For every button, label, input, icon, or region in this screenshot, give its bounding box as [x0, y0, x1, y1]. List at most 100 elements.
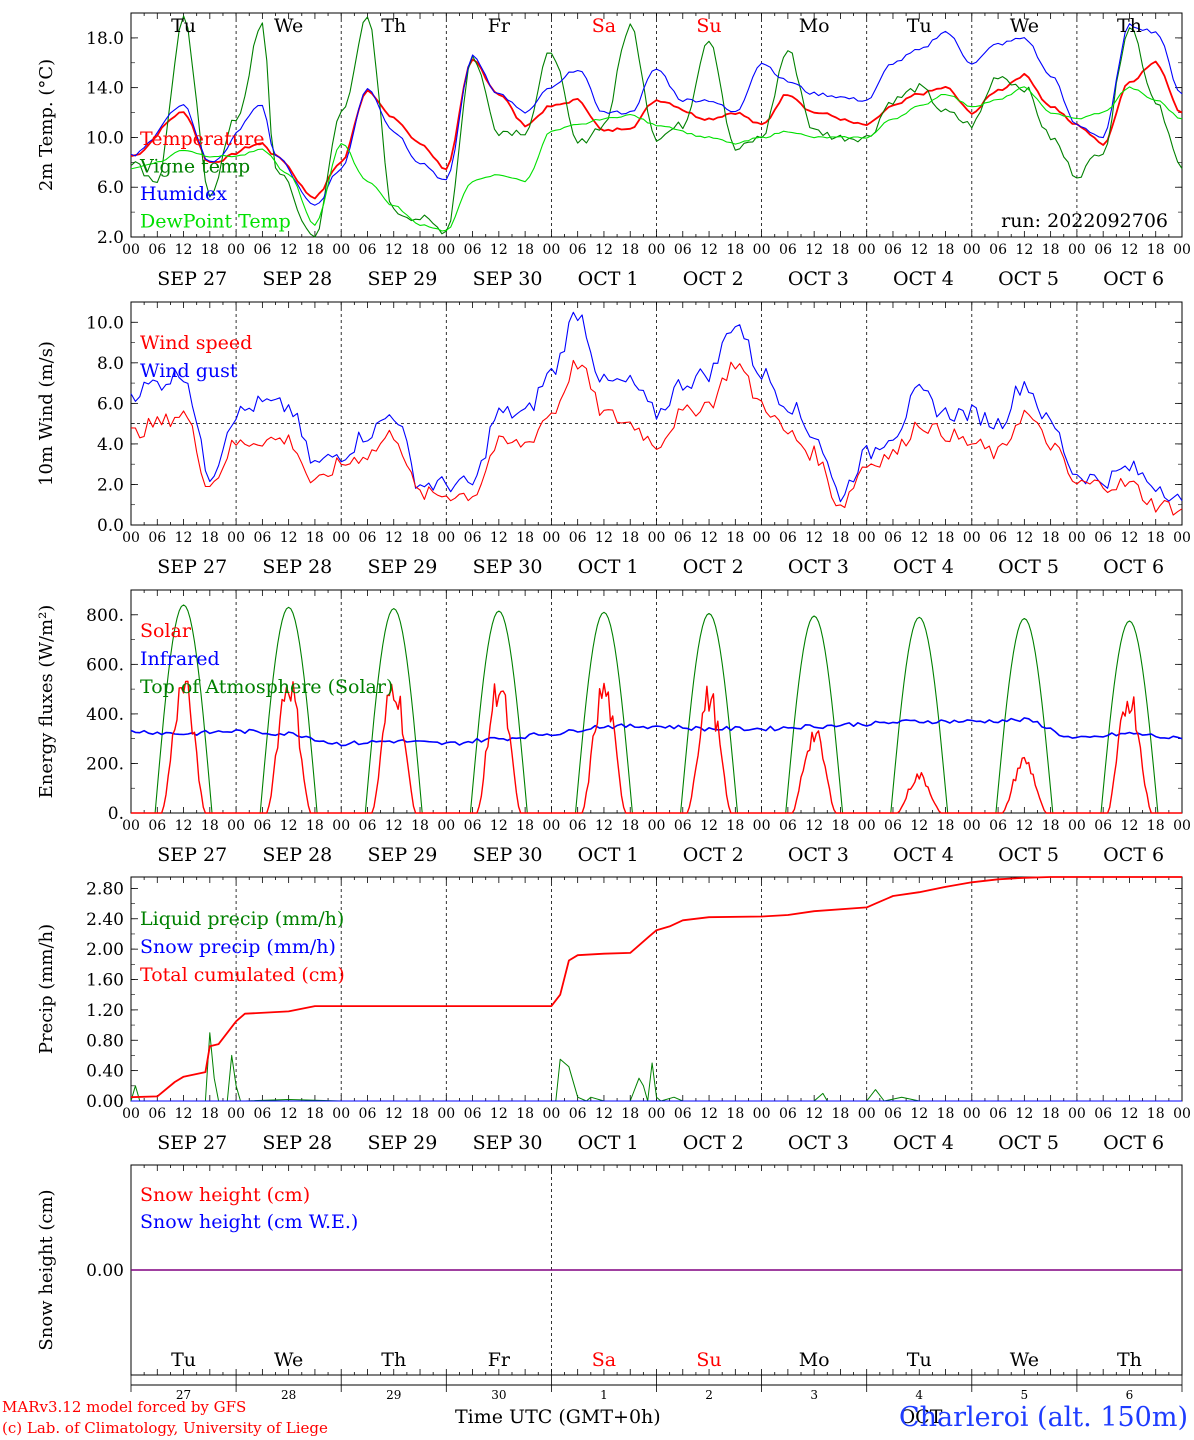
- x-hour-label: 00: [227, 1106, 245, 1122]
- weekday-label: Tu: [907, 1349, 932, 1371]
- y-tick-label: 10.0: [86, 128, 124, 148]
- x-hour-label: 18: [726, 242, 744, 258]
- x-hour-label: 18: [726, 530, 744, 546]
- x-hour-label: 18: [411, 530, 429, 546]
- x-hour-label: 06: [253, 242, 271, 258]
- run-label: run: 2022092706: [1001, 210, 1168, 232]
- x-hour-label: 00: [332, 242, 350, 258]
- x-hour-label: 18: [937, 818, 955, 834]
- legend-entry: Solar: [140, 620, 192, 642]
- x-hour-label: 12: [910, 242, 928, 258]
- x-date-label: OCT 6: [1103, 268, 1164, 290]
- x-hour-label: 06: [989, 242, 1007, 258]
- x-hour-label: 12: [700, 530, 718, 546]
- x-date-label: OCT 1: [578, 556, 639, 578]
- x-hour-label: 12: [595, 242, 613, 258]
- x-hour-label: 00: [227, 530, 245, 546]
- y-tick-label: 6.0: [97, 394, 124, 414]
- x-hour-label: 06: [569, 242, 587, 258]
- series-top-of-atmosphere-solar: [131, 604, 1182, 814]
- day-number-label: 2: [705, 1388, 713, 1402]
- x-hour-label: 00: [332, 818, 350, 834]
- x-hour-label: 00: [332, 1106, 350, 1122]
- month-label: OCT: [900, 1406, 943, 1428]
- x-hour-label: 00: [963, 530, 981, 546]
- x-hour-label: 00: [437, 1106, 455, 1122]
- x-hour-label: 18: [1147, 818, 1165, 834]
- x-hour-label: 06: [148, 242, 166, 258]
- x-hour-label: 00: [648, 242, 666, 258]
- y-tick-label: 2.0: [97, 228, 124, 248]
- weekday-label: Th: [381, 15, 406, 37]
- x-hour-label: 00: [122, 242, 140, 258]
- x-hour-label: 00: [1068, 818, 1086, 834]
- x-hour-label: 12: [1121, 530, 1139, 546]
- x-hour-label: 00: [648, 818, 666, 834]
- y-axis-label: 10m Wind (m/s): [36, 341, 57, 486]
- x-date-label: OCT 6: [1103, 844, 1164, 866]
- x-hour-label: 00: [1173, 242, 1191, 258]
- x-date-label: SEP 28: [262, 556, 332, 578]
- weekday-label: We: [1010, 15, 1039, 37]
- legend-entry: Temperature: [140, 128, 264, 150]
- x-hour-label: 06: [674, 530, 692, 546]
- x-hour-label: 18: [726, 1106, 744, 1122]
- x-hour-label: 12: [595, 530, 613, 546]
- x-hour-label: 12: [1121, 242, 1139, 258]
- y-tick-label: 2.0: [97, 475, 124, 495]
- x-hour-label: 06: [359, 530, 377, 546]
- x-hour-label: 06: [884, 242, 902, 258]
- x-hour-label: 12: [700, 1106, 718, 1122]
- y-tick-label: 18.0: [86, 29, 124, 49]
- station-label: Charleroi (alt. 150m): [899, 1402, 1188, 1433]
- x-axis-title: Time UTC (GMT+0h): [455, 1406, 661, 1428]
- weekday-label: Th: [381, 1349, 406, 1371]
- series-humidex: [130, 23, 1183, 206]
- day-number-label: 6: [1126, 1388, 1134, 1402]
- x-hour-label: 12: [385, 530, 403, 546]
- x-hour-label: 06: [464, 530, 482, 546]
- series-wind-speed: [130, 359, 1183, 516]
- x-hour-label: 12: [490, 818, 508, 834]
- series-dewpoint-temp: [130, 86, 1183, 232]
- x-hour-label: 12: [595, 818, 613, 834]
- x-hour-label: 12: [1121, 818, 1139, 834]
- x-hour-label: 00: [858, 818, 876, 834]
- x-hour-label: 06: [989, 530, 1007, 546]
- x-hour-label: 18: [621, 242, 639, 258]
- x-hour-label: 18: [516, 530, 534, 546]
- y-tick-label: 2.40: [86, 910, 124, 930]
- x-hour-label: 12: [280, 1106, 298, 1122]
- x-hour-label: 18: [201, 1106, 219, 1122]
- x-date-label: SEP 28: [262, 1132, 332, 1154]
- x-hour-label: 06: [779, 818, 797, 834]
- x-date-label: OCT 3: [788, 268, 849, 290]
- x-hour-label: 12: [700, 818, 718, 834]
- series-solar: [131, 680, 1182, 814]
- y-tick-label: 8.0: [97, 354, 124, 374]
- x-hour-label: 00: [332, 530, 350, 546]
- x-hour-label: 18: [832, 530, 850, 546]
- x-hour-label: 00: [122, 530, 140, 546]
- precip-panel: 0.00 0.40 0.80 1.20 1.60 2.00 2.40 2.80 Precip (…: [36, 876, 1191, 1154]
- x-hour-label: 06: [989, 1106, 1007, 1122]
- x-hour-label: 18: [832, 1106, 850, 1122]
- x-hour-label: 12: [385, 242, 403, 258]
- series-infrared: [130, 717, 1183, 747]
- x-date-label: SEP 27: [157, 1132, 227, 1154]
- x-hour-label: 00: [753, 818, 771, 834]
- x-hour-label: 12: [595, 1106, 613, 1122]
- x-hour-label: 00: [963, 1106, 981, 1122]
- x-hour-label: 06: [884, 1106, 902, 1122]
- legend-entry: Snow height (cm W.E.): [140, 1211, 358, 1233]
- x-date-label: OCT 5: [998, 268, 1059, 290]
- x-date-label: SEP 29: [367, 1132, 437, 1154]
- x-hour-label: 18: [201, 530, 219, 546]
- x-hour-label: 06: [464, 1106, 482, 1122]
- x-date-label: OCT 5: [998, 1132, 1059, 1154]
- x-hour-label: 06: [359, 818, 377, 834]
- x-hour-label: 18: [306, 1106, 324, 1122]
- weekday-label: Fr: [488, 15, 511, 37]
- x-hour-label: 06: [779, 1106, 797, 1122]
- series-liquid-precip-mm-h-: [130, 1032, 1182, 1102]
